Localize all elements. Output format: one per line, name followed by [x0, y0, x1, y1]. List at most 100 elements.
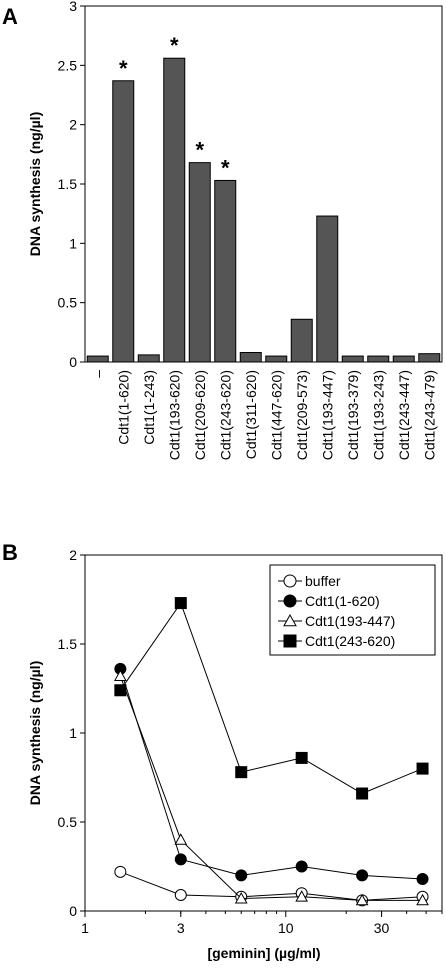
- marker-filled-circle: [416, 872, 429, 885]
- panel-b-series: [114, 597, 429, 907]
- category-label: Cdt1(193-379): [345, 370, 361, 460]
- x-tick-label: 3: [177, 920, 185, 936]
- category-label: Cdt1(243-479): [421, 370, 437, 460]
- bar: [214, 179, 237, 363]
- series-Cdt1(1-620): [114, 662, 429, 885]
- y-tick-label: 2.5: [58, 57, 78, 73]
- panel-a-category-labels: – Cdt1(1-620) Cdt1(1-243) Cdt1(193-620) Cdt1…: [90, 370, 438, 460]
- legend-label: Cdt1(1-620): [305, 593, 380, 609]
- significance-star: *: [170, 33, 179, 58]
- marker-filled-square: [416, 762, 429, 775]
- legend-label: buffer: [305, 573, 341, 589]
- category-label: Cdt1(243-447): [396, 370, 412, 460]
- marker-open-triangle: [174, 833, 188, 845]
- significance-star: *: [119, 56, 128, 81]
- y-tick-label: 2: [69, 117, 77, 133]
- panel-a-label: A: [2, 4, 18, 29]
- marker-filled-square: [295, 751, 308, 764]
- y-tick-label: 0.5: [58, 814, 78, 830]
- marker-filled-circle: [174, 853, 187, 866]
- x-tick-label: 10: [278, 920, 294, 936]
- marker-open-triangle: [295, 890, 309, 902]
- marker-open-circle: [174, 888, 187, 901]
- marker-open-triangle: [283, 613, 297, 627]
- category-label: Cdt1(209-573): [294, 370, 310, 460]
- category-label: Cdt1(243-620): [217, 370, 233, 460]
- marker-filled-circle: [295, 860, 308, 873]
- series-line: [119, 601, 423, 795]
- significance-star: *: [195, 138, 204, 163]
- marker-open-triangle: [114, 669, 127, 681]
- panel-b-y-axis: 0 0.5 1 1.5 2: [58, 547, 85, 919]
- series-line: [120, 871, 423, 901]
- category-label: Cdt1(1-620): [115, 370, 131, 445]
- marker-open-circle: [114, 865, 127, 878]
- bar: [239, 352, 262, 363]
- marker-filled-square: [114, 684, 127, 697]
- bar: [367, 355, 390, 363]
- marker-filled-square: [235, 766, 248, 779]
- bar-chart-panel-a: DNA synthesis (ng/µl) 00.511.522.53 ****…: [27, 0, 443, 460]
- panel-a-y-axis: 0 0.5 1 1.5 2 2.5 3: [58, 0, 85, 370]
- legend-box: [269, 564, 436, 656]
- category-label: Cdt1(311-620): [243, 370, 259, 459]
- bar: [290, 318, 313, 363]
- category-label: Cdt1(193-243): [370, 370, 386, 460]
- panel-a-significance-markers: * * * *: [119, 33, 230, 180]
- legend-label: Cdt1(243-620): [305, 633, 395, 649]
- bar: [316, 215, 339, 363]
- category-label: Cdt1(1-243): [141, 370, 157, 445]
- bar: [163, 57, 186, 363]
- bar: [112, 80, 135, 363]
- marker-open-triangle: [355, 893, 369, 906]
- marker-filled-circle: [235, 869, 248, 882]
- marker-open-circle: [283, 574, 297, 588]
- category-label: Cdt1(193-620): [166, 370, 182, 460]
- bar: [392, 355, 415, 363]
- panel-b-legend: buffer Cdt1(1-620) Cdt1(193-447) Cdt1(243-6…: [269, 564, 436, 656]
- bar: [137, 354, 160, 363]
- category-label: Cdt1(447-620): [268, 370, 284, 460]
- series-Cdt1(193-447): [114, 669, 429, 906]
- marker-open-triangle: [234, 892, 248, 904]
- panel-a-plot-frame: [84, 5, 443, 363]
- bar: [86, 355, 109, 363]
- bar: [418, 353, 441, 363]
- marker-filled-square: [356, 787, 369, 800]
- x-tick-label: 1: [81, 920, 89, 936]
- y-tick-label: 1: [69, 235, 77, 251]
- marker-filled-square: [283, 634, 297, 648]
- y-tick-label: 0: [69, 903, 77, 919]
- panel-a-ylabel: DNA synthesis (ng/µl): [27, 112, 43, 256]
- x-tick-label: 30: [374, 920, 390, 936]
- line-chart-panel-b: DNA synthesis (ng/µl) [geminin] (µg/ml) …: [27, 547, 443, 961]
- marker-filled-circle: [283, 594, 297, 608]
- panel-b-x-axis: 1 3 10 30: [81, 911, 443, 936]
- y-tick-label: 2: [69, 547, 77, 563]
- panel-b-ylabel: DNA synthesis (ng/µl): [27, 661, 43, 805]
- y-tick-label: 1.5: [58, 176, 78, 192]
- series-Cdt1(243-620): [114, 597, 429, 800]
- legend-label: Cdt1(193-447): [305, 613, 395, 629]
- bar: [265, 355, 288, 363]
- y-tick-label: 0: [69, 354, 77, 370]
- panel-b-label: B: [2, 540, 18, 565]
- y-tick-label: 3: [69, 0, 77, 14]
- series-line: [119, 675, 423, 901]
- marker-open-triangle: [416, 893, 429, 906]
- marker-filled-circle: [356, 869, 369, 882]
- category-label: Cdt1(209-620): [192, 370, 208, 460]
- marker-filled-square: [174, 597, 187, 610]
- y-tick-label: 0.5: [58, 295, 78, 311]
- bar: [188, 162, 211, 363]
- panel-a-bars: [86, 57, 441, 363]
- significance-star: *: [221, 155, 230, 180]
- bar: [341, 355, 364, 363]
- series-line: [119, 668, 423, 880]
- category-label: –: [90, 370, 106, 378]
- panel-b-xlabel: [geminin] (µg/ml): [207, 945, 320, 961]
- category-label: Cdt1(193-447): [319, 370, 335, 460]
- y-tick-label: 1.5: [58, 636, 78, 652]
- y-tick-label: 1: [69, 725, 77, 741]
